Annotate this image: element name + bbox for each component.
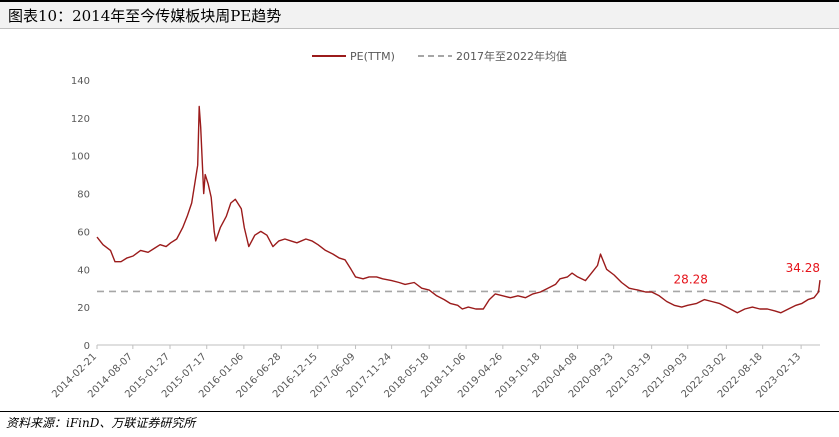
- y-tick-label: 140: [71, 76, 90, 87]
- y-tick-label: 20: [77, 303, 90, 314]
- annotation-label: 34.28: [786, 261, 820, 275]
- annotation-label: 28.28: [674, 272, 708, 286]
- legend-label-pe: PE(TTM): [350, 50, 395, 63]
- y-tick-label: 0: [84, 341, 90, 352]
- y-tick-label: 40: [77, 265, 90, 276]
- y-tick-label: 100: [71, 152, 90, 163]
- x-axis-ticks: 2014-02-212014-08-072015-01-272015-07-17…: [50, 345, 803, 400]
- source-note: 资料来源：iFinD、万联证券研究所: [6, 416, 196, 430]
- annotations: 28.28 34.28: [674, 261, 820, 286]
- y-tick-label: 60: [77, 227, 90, 238]
- y-tick-label: 80: [77, 190, 90, 201]
- divider: [0, 411, 839, 412]
- title-bar: 图表10：2014年至今传媒板块周PE趋势: [0, 0, 839, 29]
- y-axis-ticks: 0 20 40 60 80 100 120 140: [71, 76, 90, 352]
- legend-label-avg: 2017年至2022年均值: [456, 49, 567, 63]
- legend: PE(TTM) 2017年至2022年均值: [312, 49, 567, 63]
- pe-series-line: [96, 105, 821, 314]
- page-title: 图表10：2014年至今传媒板块周PE趋势: [8, 7, 282, 25]
- y-tick-label: 120: [71, 114, 90, 125]
